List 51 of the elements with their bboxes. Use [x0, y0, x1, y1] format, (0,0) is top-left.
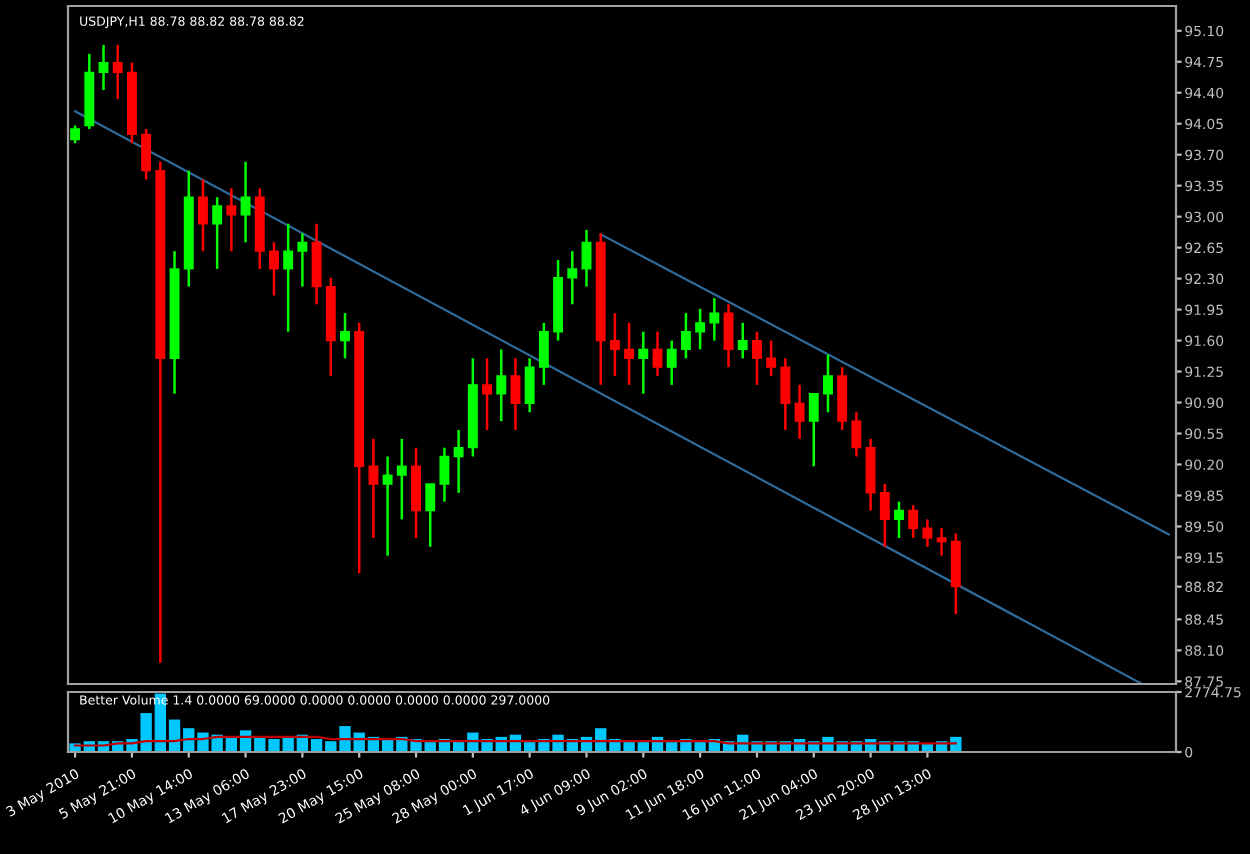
candlestick	[808, 392, 819, 468]
candlestick	[609, 311, 620, 378]
candlestick	[865, 437, 876, 512]
candlestick	[851, 411, 862, 458]
candlestick	[411, 446, 421, 540]
candlestick	[709, 296, 720, 342]
candlestick	[510, 357, 521, 432]
candlestick	[652, 330, 663, 378]
candlestick	[538, 321, 549, 387]
candlestick	[98, 43, 109, 92]
candlestick	[197, 178, 208, 253]
candlestick	[794, 383, 805, 441]
candlestick	[425, 482, 436, 549]
candlestick	[496, 348, 507, 423]
candlestick	[226, 187, 237, 253]
candlestick	[823, 353, 833, 414]
candlestick	[638, 330, 649, 395]
candlestick	[766, 339, 777, 378]
candlestick	[524, 357, 535, 414]
candlestick	[737, 321, 748, 360]
candlestick	[297, 232, 308, 288]
candlestick	[780, 357, 791, 432]
candlestick	[269, 241, 279, 297]
candlestick	[666, 339, 677, 387]
candlestick	[283, 222, 294, 333]
candlestick	[624, 321, 635, 387]
candlestick	[439, 446, 450, 503]
candlestick	[894, 500, 904, 540]
candlestick	[240, 160, 251, 244]
candlestick	[382, 455, 393, 557]
candlestick	[482, 357, 493, 432]
candlestick	[581, 228, 592, 288]
candlestick	[112, 43, 123, 101]
candlestick	[212, 195, 223, 271]
candlestick	[922, 518, 933, 549]
candlestick	[936, 526, 947, 557]
candlestick	[567, 249, 578, 306]
candlestick	[751, 330, 762, 387]
candlestick	[695, 307, 706, 351]
candlestick	[311, 222, 322, 306]
candlestick	[396, 437, 407, 521]
candlestick	[879, 482, 890, 549]
candlestick	[950, 532, 961, 616]
candlestick	[680, 311, 691, 360]
candlestick	[340, 311, 350, 360]
candlestick	[453, 428, 464, 495]
candlestick	[908, 503, 919, 540]
candlestick	[368, 437, 379, 540]
candlestick	[723, 303, 734, 369]
candlestick	[141, 127, 152, 181]
candlestick	[837, 365, 848, 432]
